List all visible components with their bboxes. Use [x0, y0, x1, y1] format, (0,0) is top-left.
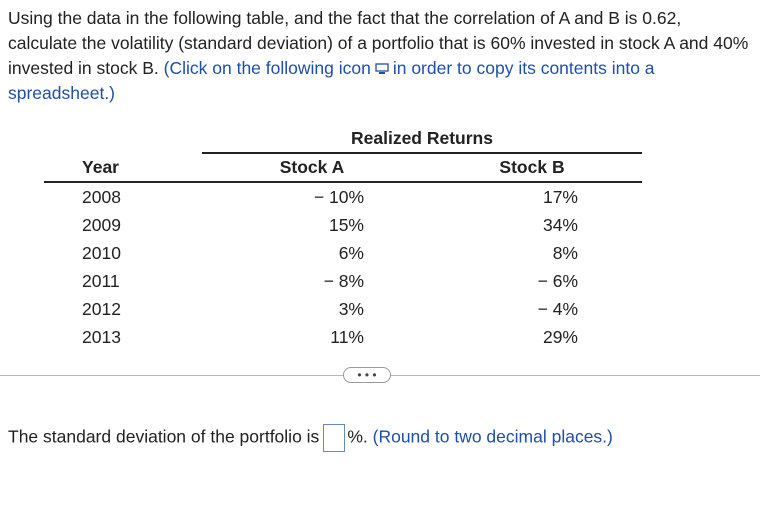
- table-row: 2013 11% 29%: [44, 323, 642, 351]
- stock-b-cell: 17%: [542, 186, 578, 207]
- table-row: 2010 6% 8%: [44, 239, 642, 267]
- stock-b-header: Stock B: [422, 153, 642, 183]
- stock-a-cell: − 8%: [323, 270, 364, 291]
- year-cell: 2011: [82, 270, 120, 291]
- year-cell: 2012: [82, 298, 121, 319]
- question-body: Using the data in the following table, a…: [8, 8, 749, 78]
- year-cell: 2008: [82, 186, 121, 207]
- answer-suffix: %.: [347, 426, 368, 447]
- year-cell: 2010: [82, 242, 121, 263]
- answer-line: The standard deviation of the portfolio …: [8, 424, 613, 452]
- table-row: 2008 − 10% 17%: [44, 182, 642, 211]
- stock-b-cell: 34%: [542, 214, 578, 235]
- copy-instruction-end: in order to copy its contents into a spr…: [8, 58, 655, 103]
- stock-a-cell: − 10%: [313, 186, 364, 207]
- year-cell: 2009: [82, 214, 121, 235]
- stock-b-cell: 8%: [552, 242, 578, 263]
- year-cell: 2013: [82, 326, 121, 347]
- stock-a-cell: 11%: [330, 326, 364, 347]
- table-row: 2012 3% − 4%: [44, 295, 642, 323]
- rounding-hint: (Round to two decimal places.): [372, 426, 613, 447]
- realized-returns-header: Realized Returns: [202, 124, 642, 154]
- year-header: Year: [44, 153, 202, 183]
- stock-a-cell: 15%: [328, 214, 364, 235]
- stock-b-cell: − 6%: [537, 270, 578, 291]
- stock-a-cell: 6%: [338, 242, 364, 263]
- more-options-button[interactable]: • • •: [343, 367, 391, 383]
- answer-input[interactable]: [323, 424, 346, 452]
- stock-b-cell: 29%: [542, 326, 578, 347]
- question-text: Using the data in the following table, a…: [8, 6, 753, 106]
- answer-prefix: The standard deviation of the portfolio …: [8, 426, 320, 447]
- copy-instruction-start: (Click on the following icon: [163, 58, 371, 78]
- table-row: 2011 − 8% − 6%: [44, 267, 642, 295]
- stock-a-cell: 3%: [338, 298, 364, 319]
- stock-b-cell: − 4%: [537, 298, 578, 319]
- stock-a-header: Stock A: [202, 153, 422, 183]
- returns-table: Realized Returns Year Stock A Stock B 20…: [44, 124, 642, 351]
- table-row: 2009 15% 34%: [44, 211, 642, 239]
- copy-spreadsheet-icon[interactable]: [375, 57, 389, 74]
